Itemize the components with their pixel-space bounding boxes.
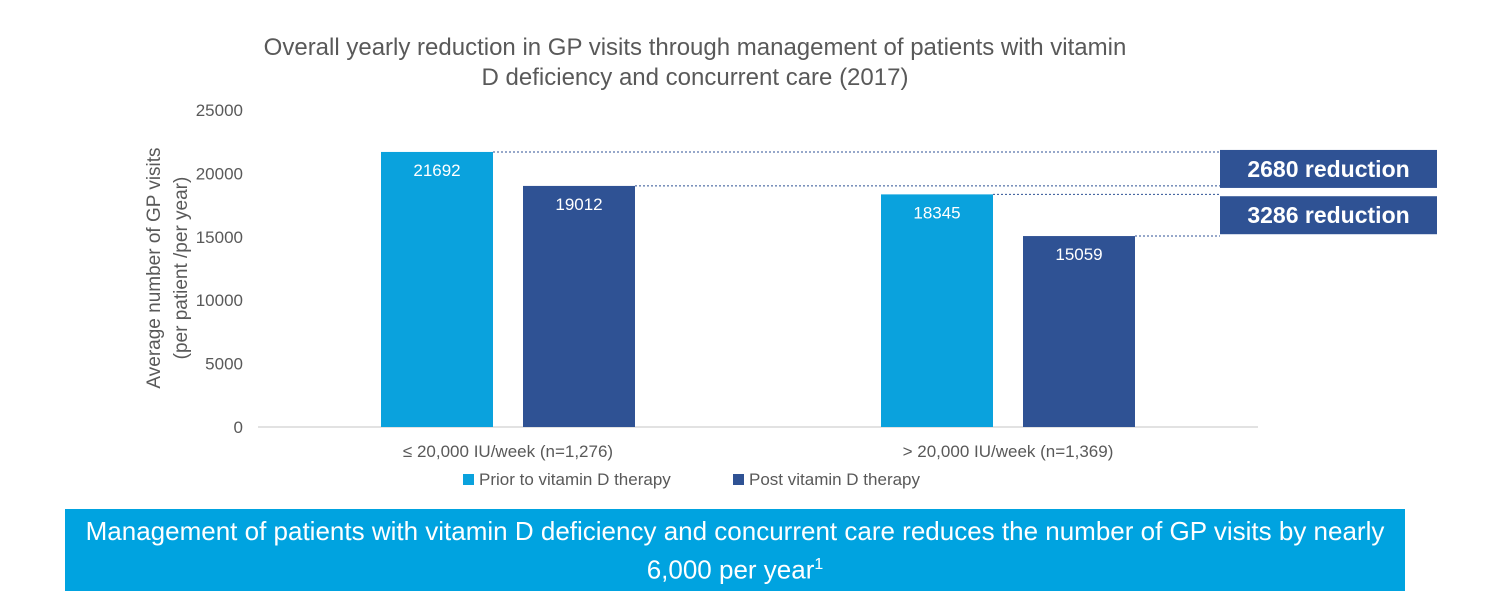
y-tick-label: 20000 xyxy=(196,164,243,183)
chart-title-line: D deficiency and concurrent care (2017) xyxy=(482,64,909,91)
bars xyxy=(381,151,1135,427)
x-category-label: > 20,000 IU/week (n=1,369) xyxy=(903,442,1114,461)
bar-value-label: 15059 xyxy=(1055,245,1102,264)
chart-title: Overall yearly reduction in GP visits th… xyxy=(264,34,1127,91)
summary-banner: Management of patients with vitamin D de… xyxy=(65,509,1405,591)
y-axis-label: Average number of GP visits (per patient … xyxy=(144,147,192,388)
legend: Prior to vitamin D therapy Post vitamin D… xyxy=(463,470,921,489)
y-axis-label-line: (per patient /per year) xyxy=(171,177,192,360)
y-axis-label-line: Average number of GP visits xyxy=(144,147,165,388)
reduction-guide-lines xyxy=(493,151,1220,237)
x-category-label: ≤ 20,000 IU/week (n=1,276) xyxy=(403,442,613,461)
bar-value-label: 21692 xyxy=(413,161,460,180)
bar-value-label: 19012 xyxy=(555,195,602,214)
chart-title-line: Overall yearly reduction in GP visits th… xyxy=(264,34,1127,61)
bar-value-label: 18345 xyxy=(913,203,960,222)
reduction-callout-label: 3286 reduction xyxy=(1247,202,1409,228)
y-tick-label: 0 xyxy=(234,418,243,437)
y-tick-label: 15000 xyxy=(196,228,243,247)
y-tick-label: 25000 xyxy=(196,101,243,120)
summary-banner-sentence: Management of patients with vitamin D de… xyxy=(85,515,1385,585)
summary-banner-text: Management of patients with vitamin D de… xyxy=(75,514,1395,587)
bar xyxy=(881,194,993,427)
legend-swatch xyxy=(463,474,474,485)
footnote-marker: 1 xyxy=(814,555,824,573)
legend-label: Prior to vitamin D therapy xyxy=(479,470,671,489)
legend-swatch xyxy=(733,474,744,485)
y-axis-ticks: 0 5000 10000 15000 20000 25000 xyxy=(196,101,243,437)
reduction-callouts: 2680 reduction 3286 reduction xyxy=(1220,149,1437,235)
bar-value-labels: 21692 19012 18345 15059 xyxy=(413,161,1102,264)
reduction-callout-box xyxy=(1220,149,1437,188)
y-tick-label: 5000 xyxy=(205,355,243,374)
bar xyxy=(523,185,635,427)
legend-label: Post vitamin D therapy xyxy=(749,470,921,489)
x-axis-category-labels: ≤ 20,000 IU/week (n=1,276) > 20,000 IU/we… xyxy=(403,442,1113,461)
y-tick-label: 10000 xyxy=(196,291,243,310)
reduction-callout-box xyxy=(1220,196,1437,235)
bar xyxy=(381,151,493,427)
reduction-callout-label: 2680 reduction xyxy=(1247,156,1409,182)
bar xyxy=(1023,236,1135,427)
bar-chart: Overall yearly reduction in GP visits th… xyxy=(144,34,1437,489)
